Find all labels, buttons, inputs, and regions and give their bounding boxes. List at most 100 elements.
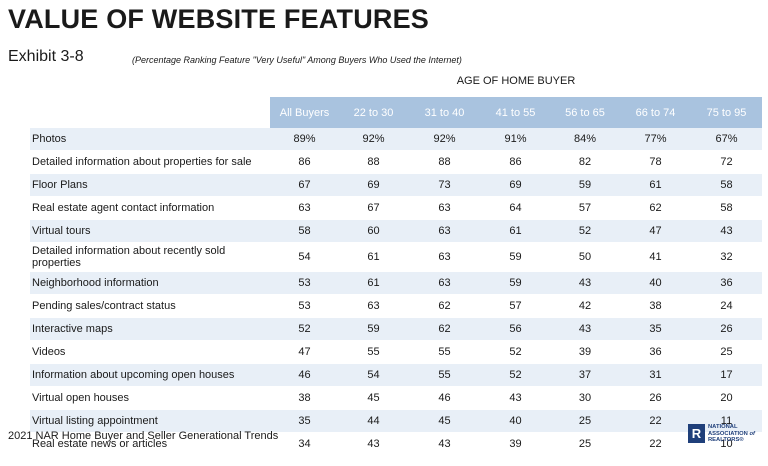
- column-header: 75 to 95: [691, 97, 762, 128]
- value-cell: 61: [620, 173, 691, 197]
- value-cell: 11: [691, 409, 762, 433]
- value-cell: 59: [481, 242, 550, 272]
- logo-text: NATIONAL ASSOCIATION of REALTORS®: [708, 424, 755, 443]
- value-cell: 57: [481, 294, 550, 318]
- value-cell: 43: [550, 271, 620, 295]
- feature-name-cell: Real estate news or articles: [30, 432, 270, 456]
- value-cell: 25: [550, 409, 620, 433]
- page-title: VALUE OF WEBSITE FEATURES: [8, 4, 430, 34]
- value-cell: 52: [481, 340, 550, 364]
- value-cell: 67: [270, 173, 339, 197]
- value-cell: 52: [270, 317, 339, 341]
- value-cell: 25: [691, 340, 762, 364]
- value-cell: 43: [408, 432, 481, 456]
- column-header: 66 to 74: [620, 97, 691, 128]
- value-cell: 56: [481, 317, 550, 341]
- value-cell: 62: [620, 196, 691, 220]
- value-cell: 59: [339, 317, 408, 341]
- table-row: Photos 89% 92% 92% 91% 84% 77% 67%: [30, 128, 762, 151]
- value-cell: 92%: [339, 128, 408, 151]
- value-cell: 53: [270, 294, 339, 318]
- value-cell: 63: [339, 294, 408, 318]
- column-header: 56 to 65: [550, 97, 620, 128]
- value-cell: 46: [408, 386, 481, 410]
- value-cell: 54: [339, 363, 408, 387]
- value-cell: 88: [408, 150, 481, 174]
- value-cell: 25: [550, 432, 620, 456]
- feature-name-cell: Virtual open houses: [30, 386, 270, 410]
- feature-name-cell: Pending sales/contract status: [30, 294, 270, 318]
- value-cell: 26: [620, 386, 691, 410]
- feature-name-cell: Virtual tours: [30, 219, 270, 243]
- value-cell: 72: [691, 150, 762, 174]
- feature-name-cell: Information about upcoming open houses: [30, 363, 270, 387]
- table-row: Videos 47 55 55 52 39 36 25: [30, 340, 762, 364]
- value-cell: 37: [550, 363, 620, 387]
- value-cell: 55: [339, 340, 408, 364]
- value-cell: 34: [270, 432, 339, 456]
- value-cell: 61: [339, 242, 408, 272]
- feature-name-cell: Detailed information about properties fo…: [30, 150, 270, 174]
- value-cell: 91%: [481, 128, 550, 151]
- value-cell: 69: [481, 173, 550, 197]
- value-cell: 86: [270, 150, 339, 174]
- value-cell: 53: [270, 271, 339, 295]
- value-cell: 69: [339, 173, 408, 197]
- value-cell: 45: [339, 386, 408, 410]
- value-cell: 36: [691, 271, 762, 295]
- value-cell: 35: [620, 317, 691, 341]
- value-cell: 61: [339, 271, 408, 295]
- value-cell: 63: [408, 242, 481, 272]
- value-cell: 62: [408, 294, 481, 318]
- value-cell: 63: [270, 196, 339, 220]
- value-cell: 38: [620, 294, 691, 318]
- value-cell: 46: [270, 363, 339, 387]
- value-cell: 54: [270, 242, 339, 272]
- features-table: All Buyers 22 to 30 31 to 40 41 to 55 56 to …: [30, 97, 762, 456]
- feature-name-cell: Virtual listing appointment: [30, 409, 270, 433]
- value-cell: 67: [339, 196, 408, 220]
- value-cell: 22: [620, 409, 691, 433]
- value-cell: 26: [691, 317, 762, 341]
- value-cell: 58: [691, 196, 762, 220]
- value-cell: 58: [270, 219, 339, 243]
- nar-logo: R NATIONAL ASSOCIATION of REALTORS®: [688, 424, 766, 444]
- value-cell: 22: [620, 432, 691, 456]
- value-cell: 63: [408, 219, 481, 243]
- value-cell: 30: [550, 386, 620, 410]
- value-cell: 10: [691, 432, 762, 456]
- value-cell: 31: [620, 363, 691, 387]
- value-cell: 41: [620, 242, 691, 272]
- table-row: Virtual open houses 38 45 46 43 30 26 20: [30, 386, 762, 410]
- feature-column-header: [30, 97, 270, 128]
- table-row: Real estate agent contact information 63 6…: [30, 196, 762, 220]
- feature-name-cell: Floor Plans: [30, 173, 270, 197]
- table-row: Interactive maps 52 59 62 56 43 35 26: [30, 317, 762, 341]
- feature-name-cell: Real estate agent contact information: [30, 196, 270, 220]
- value-cell: 63: [408, 271, 481, 295]
- value-cell: 32: [691, 242, 762, 272]
- table-row: Floor Plans 67 69 73 69 59 61 58: [30, 173, 762, 197]
- table-body: Photos 89% 92% 92% 91% 84% 77% 67% Detailed info…: [30, 128, 762, 456]
- value-cell: 47: [620, 219, 691, 243]
- table-row: Neighborhood information 53 61 63 59 43 40 36: [30, 271, 762, 295]
- value-cell: 36: [620, 340, 691, 364]
- value-cell: 38: [270, 386, 339, 410]
- value-cell: 64: [481, 196, 550, 220]
- feature-name-cell: Videos: [30, 340, 270, 364]
- value-cell: 39: [550, 340, 620, 364]
- value-cell: 58: [691, 173, 762, 197]
- table-row: Real estate news or articles 34 43 43 39 25 22…: [30, 432, 762, 456]
- value-cell: 63: [408, 196, 481, 220]
- value-cell: 40: [481, 409, 550, 433]
- value-cell: 78: [620, 150, 691, 174]
- value-cell: 88: [339, 150, 408, 174]
- value-cell: 52: [550, 219, 620, 243]
- value-cell: 17: [691, 363, 762, 387]
- value-cell: 77%: [620, 128, 691, 151]
- table-row: Detailed information about recently sold…: [30, 242, 762, 272]
- value-cell: 35: [270, 409, 339, 433]
- value-cell: 44: [339, 409, 408, 433]
- value-cell: 43: [339, 432, 408, 456]
- column-header: 22 to 30: [339, 97, 408, 128]
